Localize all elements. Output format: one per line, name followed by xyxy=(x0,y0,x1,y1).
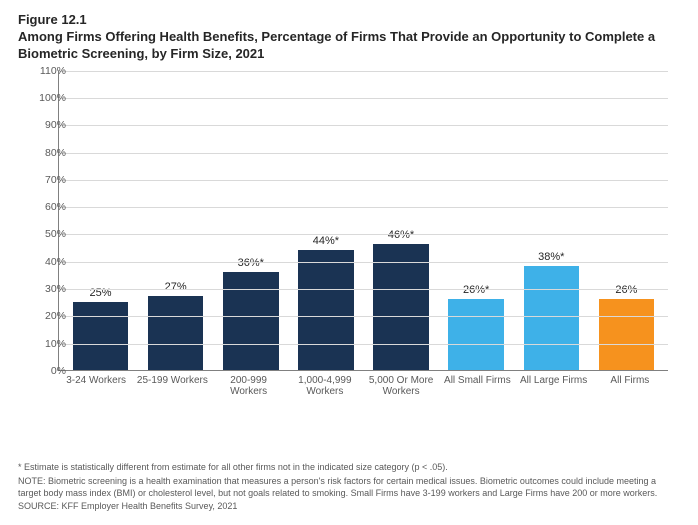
bar-slot: 36%* xyxy=(213,71,288,370)
gridline xyxy=(59,234,668,235)
bar-slot: 38%* xyxy=(514,71,589,370)
gridline xyxy=(59,125,668,126)
gridline xyxy=(59,316,668,317)
gridline xyxy=(59,71,668,72)
bar-slot: 46%* xyxy=(364,71,439,370)
footnote-note: NOTE: Biometric screening is a health ex… xyxy=(18,476,680,499)
bar xyxy=(448,299,504,370)
bar-slot: 44%* xyxy=(288,71,363,370)
figure-title: Among Firms Offering Health Benefits, Pe… xyxy=(18,29,680,63)
bar xyxy=(373,244,429,369)
figure-container: Figure 12.1 Among Firms Offering Health … xyxy=(0,0,698,525)
bar-value-label: 27% xyxy=(165,281,187,293)
figure-label: Figure 12.1 xyxy=(18,12,680,27)
xtick-label: All Firms xyxy=(592,375,668,387)
bars-group: 25% 27% 36%* 44%* 46%*26%*38%*26% xyxy=(59,71,668,370)
footnote-source: SOURCE: KFF Employer Health Benefits Sur… xyxy=(18,501,680,513)
xtick-label: All Small Firms xyxy=(439,375,515,387)
gridline xyxy=(59,344,668,345)
xtick-label: 1,000-4,999 Workers xyxy=(287,375,363,398)
bar xyxy=(223,272,279,370)
bar xyxy=(148,296,204,370)
bar-slot: 27% xyxy=(138,71,213,370)
ytick-label: 10% xyxy=(30,338,66,350)
gridline xyxy=(59,289,668,290)
ytick-label: 50% xyxy=(30,228,66,240)
footnotes: * Estimate is statistically different fr… xyxy=(18,462,680,515)
ytick-label: 40% xyxy=(30,256,66,268)
bar-value-label: 44%* xyxy=(313,235,339,247)
bar xyxy=(599,299,655,370)
ytick-label: 80% xyxy=(30,147,66,159)
ytick-label: 100% xyxy=(30,92,66,104)
bar xyxy=(524,266,580,370)
ytick-label: 30% xyxy=(30,283,66,295)
gridline xyxy=(59,98,668,99)
xtick-label: 3-24 Workers xyxy=(58,375,134,387)
footnote-significance: * Estimate is statistically different fr… xyxy=(18,462,680,474)
ytick-label: 70% xyxy=(30,174,66,186)
gridline xyxy=(59,207,668,208)
xtick-label: 25-199 Workers xyxy=(134,375,210,387)
ytick-label: 60% xyxy=(30,201,66,213)
bar xyxy=(298,250,354,370)
chart-area: 25%27%36%*44%*46%*26%*38%*26% 0%10%20%30… xyxy=(18,71,680,401)
ytick-label: 90% xyxy=(30,119,66,131)
gridline xyxy=(59,262,668,263)
plot-region: 25% 27% 36%* 44%* 46%*26%*38%*26% xyxy=(58,71,668,371)
bar-slot: 26%* xyxy=(439,71,514,370)
bar-slot: 25% xyxy=(63,71,138,370)
ytick-label: 110% xyxy=(30,65,66,77)
xtick-label: 5,000 Or More Workers xyxy=(363,375,439,398)
bar xyxy=(73,302,129,370)
ytick-label: 20% xyxy=(30,310,66,322)
xtick-label: All Large Firms xyxy=(516,375,592,387)
xtick-label: 200-999 Workers xyxy=(211,375,287,398)
gridline xyxy=(59,180,668,181)
bar-slot: 26% xyxy=(589,71,664,370)
gridline xyxy=(59,153,668,154)
